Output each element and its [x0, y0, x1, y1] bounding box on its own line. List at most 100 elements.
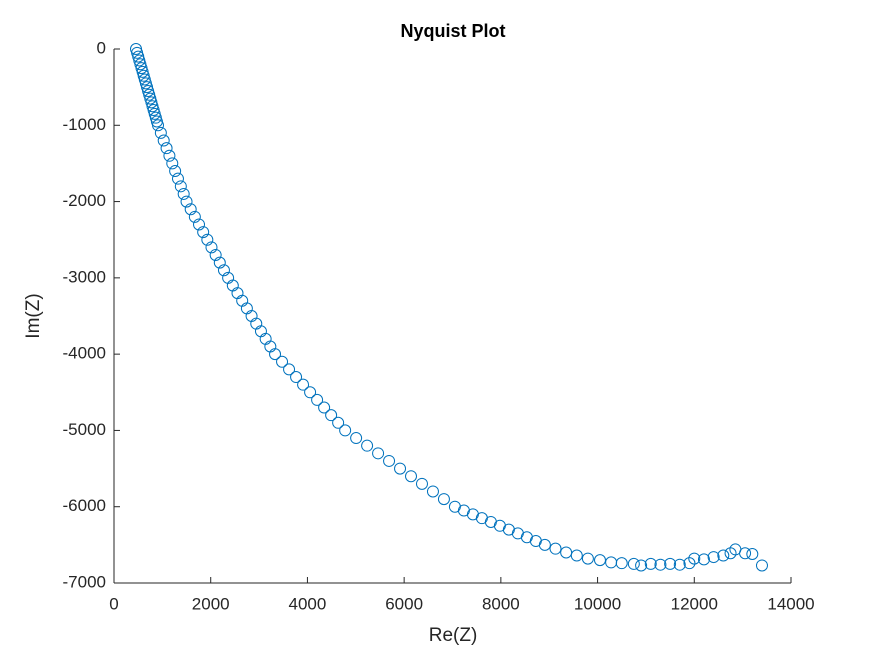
x-tick-label: 2000 — [192, 594, 230, 613]
x-tick-label: 6000 — [385, 594, 423, 613]
chart-title: Nyquist Plot — [400, 21, 505, 41]
point — [166, 157, 179, 170]
y-tick-label: -3000 — [63, 267, 106, 286]
point — [171, 172, 184, 185]
y-tick-label: -1000 — [63, 115, 106, 134]
y-tick-label: -7000 — [63, 572, 106, 591]
point — [138, 73, 151, 86]
point — [201, 233, 214, 246]
point — [739, 547, 752, 560]
point — [177, 187, 190, 200]
point — [415, 477, 428, 490]
point — [259, 332, 272, 345]
point — [163, 149, 176, 162]
point — [688, 552, 701, 565]
point — [437, 493, 450, 506]
point — [615, 557, 628, 570]
point — [570, 549, 583, 562]
point — [426, 485, 439, 498]
point — [240, 302, 253, 315]
point — [405, 470, 418, 483]
point — [135, 62, 148, 75]
point — [697, 553, 710, 566]
point — [169, 165, 182, 178]
point — [581, 552, 594, 565]
point — [157, 134, 170, 147]
point — [644, 557, 657, 570]
point — [372, 447, 385, 460]
point — [245, 310, 258, 322]
point — [635, 559, 648, 572]
point — [538, 538, 551, 551]
point — [145, 96, 158, 109]
point — [724, 547, 737, 560]
x-tick-label: 0 — [109, 594, 118, 613]
point — [325, 409, 338, 422]
y-tick-label: -4000 — [63, 344, 106, 363]
point — [276, 355, 289, 368]
point — [213, 256, 226, 269]
y-axis-label: Im(Z) — [23, 293, 44, 338]
point — [605, 556, 618, 569]
y-tick-label: -2000 — [63, 191, 106, 210]
point — [549, 542, 562, 555]
point — [148, 107, 161, 120]
x-axis-label: Re(Z) — [429, 625, 478, 646]
point — [180, 195, 193, 208]
x-tick-label: 8000 — [482, 594, 520, 613]
point — [264, 340, 277, 353]
point — [297, 378, 310, 391]
point — [755, 559, 768, 572]
point — [254, 325, 267, 338]
point — [133, 54, 146, 67]
y-tick-label: 0 — [97, 38, 106, 57]
point — [139, 77, 152, 90]
point — [174, 180, 187, 193]
point — [209, 248, 222, 261]
point — [130, 43, 143, 55]
point — [144, 92, 157, 105]
point — [193, 218, 206, 231]
point — [184, 203, 197, 216]
point — [236, 294, 249, 307]
point — [231, 287, 244, 300]
y-tick-label: -5000 — [63, 420, 106, 439]
x-tick-label: 10000 — [574, 594, 621, 613]
point — [132, 50, 145, 63]
x-tick-label: 4000 — [289, 594, 327, 613]
point — [205, 241, 218, 254]
point — [361, 439, 374, 452]
point — [394, 462, 407, 475]
point — [318, 401, 331, 414]
point — [136, 65, 149, 78]
point — [142, 84, 155, 97]
point — [560, 546, 573, 559]
point — [269, 348, 282, 361]
point — [654, 558, 667, 571]
point — [717, 549, 730, 562]
point — [290, 371, 303, 384]
point — [673, 558, 686, 571]
point — [188, 210, 201, 223]
point — [154, 126, 167, 139]
point — [150, 115, 163, 128]
point — [332, 416, 345, 429]
point — [141, 81, 154, 94]
point — [217, 264, 230, 277]
point — [304, 386, 317, 399]
point — [683, 557, 696, 570]
x-tick-label: 14000 — [767, 594, 814, 613]
point — [147, 104, 160, 117]
point — [350, 432, 363, 445]
point — [134, 58, 147, 71]
x-tick-label: 12000 — [671, 594, 718, 613]
point — [143, 88, 156, 101]
point — [152, 119, 165, 132]
point — [283, 363, 296, 376]
point — [746, 548, 759, 561]
point — [707, 551, 720, 564]
point — [593, 554, 606, 567]
point — [664, 557, 677, 570]
point — [131, 46, 144, 59]
